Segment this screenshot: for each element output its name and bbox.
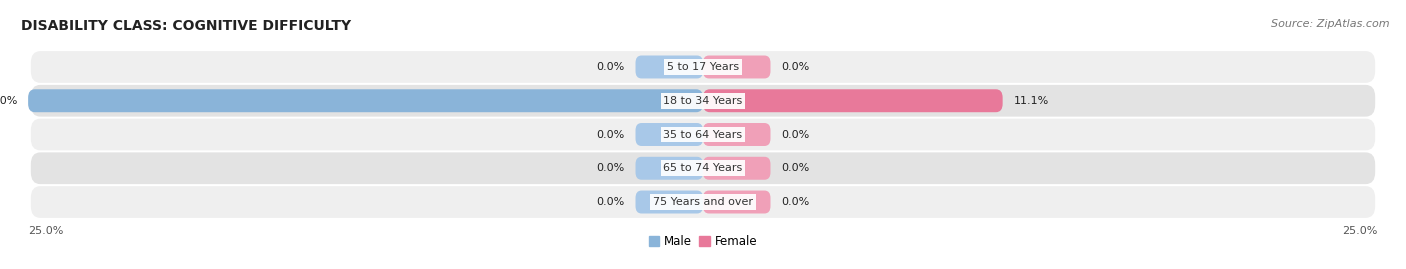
Text: 0.0%: 0.0% [596,62,624,72]
Text: 5 to 17 Years: 5 to 17 Years [666,62,740,72]
FancyBboxPatch shape [636,190,703,214]
FancyBboxPatch shape [31,153,1375,184]
FancyBboxPatch shape [703,55,770,79]
FancyBboxPatch shape [636,55,703,79]
FancyBboxPatch shape [636,123,703,146]
FancyBboxPatch shape [28,89,703,112]
FancyBboxPatch shape [703,123,770,146]
Text: DISABILITY CLASS: COGNITIVE DIFFICULTY: DISABILITY CLASS: COGNITIVE DIFFICULTY [21,19,351,33]
Text: 0.0%: 0.0% [782,62,810,72]
Text: Source: ZipAtlas.com: Source: ZipAtlas.com [1271,19,1389,29]
Text: 25.0%: 25.0% [0,96,17,106]
FancyBboxPatch shape [31,85,1375,116]
FancyBboxPatch shape [703,190,770,214]
Text: 0.0%: 0.0% [782,129,810,140]
FancyBboxPatch shape [703,89,1002,112]
Text: 11.1%: 11.1% [1014,96,1049,106]
Text: 0.0%: 0.0% [782,197,810,207]
Text: 0.0%: 0.0% [596,163,624,173]
Text: 25.0%: 25.0% [28,226,63,236]
Text: 0.0%: 0.0% [782,163,810,173]
Text: 35 to 64 Years: 35 to 64 Years [664,129,742,140]
Text: 18 to 34 Years: 18 to 34 Years [664,96,742,106]
Legend: Male, Female: Male, Female [644,230,762,253]
FancyBboxPatch shape [636,157,703,180]
Text: 0.0%: 0.0% [596,197,624,207]
FancyBboxPatch shape [31,51,1375,83]
FancyBboxPatch shape [31,119,1375,150]
FancyBboxPatch shape [31,186,1375,218]
Text: 75 Years and over: 75 Years and over [652,197,754,207]
Text: 65 to 74 Years: 65 to 74 Years [664,163,742,173]
Text: 0.0%: 0.0% [596,129,624,140]
Text: 25.0%: 25.0% [1343,226,1378,236]
FancyBboxPatch shape [703,157,770,180]
